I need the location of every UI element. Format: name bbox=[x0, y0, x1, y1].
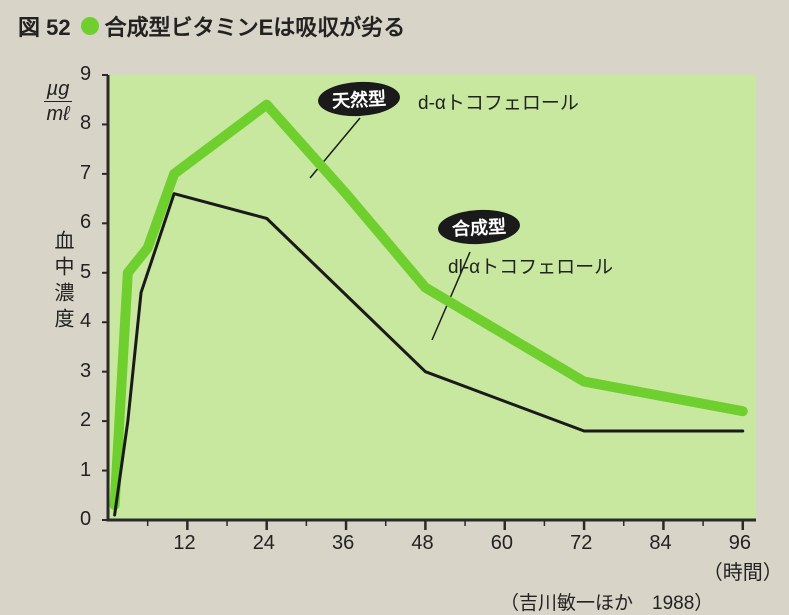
x-tick-label: 96 bbox=[729, 532, 751, 555]
y-tick-label: 0 bbox=[80, 508, 91, 531]
y-tick-label: 9 bbox=[80, 63, 91, 86]
y-tick-label: 2 bbox=[80, 409, 91, 432]
x-tick-label: 36 bbox=[332, 532, 354, 555]
y-tick-label: 1 bbox=[80, 459, 91, 482]
legend-label-natural: d-αトコフェロール bbox=[418, 88, 579, 115]
x-axis-unit: （時間） bbox=[703, 556, 783, 585]
y-tick-label: 6 bbox=[80, 211, 91, 234]
source-citation: （吉川敏一ほか 1988） bbox=[500, 588, 713, 615]
x-tick-label: 72 bbox=[570, 532, 592, 555]
legend-label-synthetic: dl-αトコフェロール bbox=[448, 252, 613, 279]
y-tick-label: 3 bbox=[80, 360, 91, 383]
x-tick-label: 24 bbox=[253, 532, 275, 555]
x-tick-label: 84 bbox=[649, 532, 671, 555]
y-tick-label: 4 bbox=[80, 310, 91, 333]
x-tick-label: 12 bbox=[173, 532, 195, 555]
y-tick-label: 5 bbox=[80, 261, 91, 284]
x-tick-label: 48 bbox=[411, 532, 433, 555]
y-tick-label: 7 bbox=[80, 162, 91, 185]
y-tick-label: 8 bbox=[80, 112, 91, 135]
x-tick-label: 60 bbox=[491, 532, 513, 555]
